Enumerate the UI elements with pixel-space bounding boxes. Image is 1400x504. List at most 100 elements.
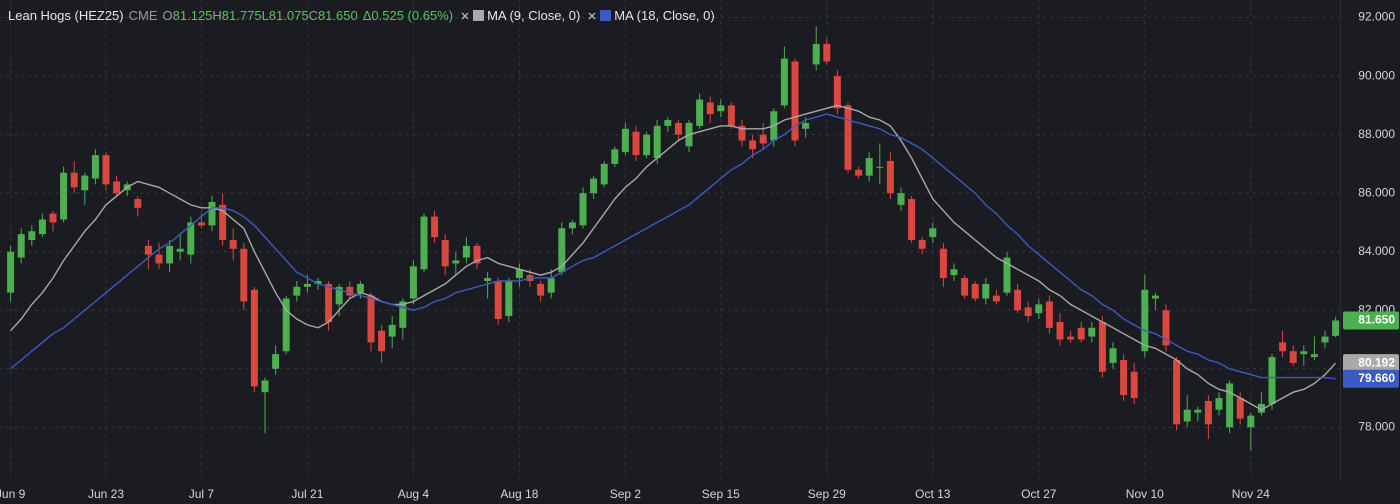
candle-body xyxy=(1130,371,1138,399)
price-marker xyxy=(1343,311,1399,330)
candle-body xyxy=(579,193,587,226)
symbol-title: Lean Hogs (HEZ25) xyxy=(8,8,124,23)
candle-body xyxy=(1077,327,1085,340)
candle-body xyxy=(1279,342,1287,352)
candle-body xyxy=(335,286,343,305)
candle-body xyxy=(1173,360,1181,425)
candle-body xyxy=(1109,348,1117,363)
candle-body xyxy=(1300,351,1308,355)
candle-body xyxy=(176,248,184,252)
x-tick-label: Jul 21 xyxy=(291,487,323,501)
candle-body xyxy=(70,172,78,188)
y-tick-label: 86.000 xyxy=(1358,185,1395,199)
candle-body xyxy=(1045,301,1053,328)
y-tick-label: 88.000 xyxy=(1358,127,1395,141)
candle-body xyxy=(759,134,767,144)
candle-body xyxy=(1120,360,1128,396)
candle-body xyxy=(823,43,831,62)
candle-body xyxy=(537,283,545,296)
exchange: CME xyxy=(128,8,158,23)
candle-body xyxy=(494,280,502,320)
header: Lean Hogs (HEZ25) CME O 81.125 H 81.775 L 81.… xyxy=(8,8,715,23)
close-icon[interactable] xyxy=(461,12,469,20)
candle-body xyxy=(515,269,523,279)
candle-body xyxy=(1204,400,1212,425)
candle-body xyxy=(621,128,629,153)
x-tick-label: Nov 24 xyxy=(1232,487,1270,501)
remove-indicator[interactable] xyxy=(588,8,596,23)
candle-body xyxy=(1236,398,1244,419)
candle-body xyxy=(1067,336,1075,340)
candle-body xyxy=(992,295,1000,302)
candle-body xyxy=(1098,321,1106,372)
candle-body xyxy=(802,122,810,129)
ma-line xyxy=(10,113,1336,380)
candle-body xyxy=(91,155,99,179)
quote-value: 81.775 xyxy=(221,8,262,23)
candle-body xyxy=(1289,351,1297,363)
x-tick-label: Oct 27 xyxy=(1021,487,1057,501)
candle-body xyxy=(134,199,142,208)
candle-body xyxy=(908,199,916,240)
candle-body xyxy=(855,169,863,176)
y-tick-label: 78.000 xyxy=(1358,419,1395,433)
price-marker-label: 81.650 xyxy=(1358,313,1395,327)
close-cross xyxy=(588,12,596,20)
x-tick-label: Nov 10 xyxy=(1126,487,1164,501)
candle-body xyxy=(590,178,598,194)
candle-body xyxy=(749,140,757,150)
candle-body xyxy=(706,102,714,115)
candle-body xyxy=(696,99,704,126)
price-marker-label: 80.192 xyxy=(1358,355,1395,369)
candle-body xyxy=(664,120,672,126)
candle-body xyxy=(240,248,248,302)
candle-body xyxy=(897,193,905,205)
candle-body xyxy=(441,240,449,267)
y-tick-label: 84.000 xyxy=(1358,244,1395,258)
x-tick-label: Jul 7 xyxy=(189,487,215,501)
x-tick-label: Sep 2 xyxy=(610,487,642,501)
candle-body xyxy=(939,248,947,279)
legend-label: MA (9, Close, 0) xyxy=(487,8,581,23)
candle-body xyxy=(409,266,417,299)
x-tick-label: Oct 13 xyxy=(915,487,951,501)
candle-body xyxy=(1014,289,1022,311)
price-marker xyxy=(1343,369,1399,388)
candle-body xyxy=(462,245,470,258)
remove-indicator[interactable] xyxy=(461,8,469,23)
quote-key: O xyxy=(162,8,173,23)
candle-body xyxy=(961,278,969,296)
price-marker-label: 79.660 xyxy=(1358,371,1395,385)
candle-body xyxy=(558,228,566,273)
candle-body xyxy=(420,216,428,270)
candle-body xyxy=(452,260,460,264)
candle-body xyxy=(261,380,269,393)
candle-body xyxy=(950,269,958,276)
candle-body xyxy=(113,181,121,194)
candle-body xyxy=(812,43,820,65)
candle-body xyxy=(155,254,163,264)
candle-body xyxy=(473,245,481,264)
candle-body xyxy=(219,204,227,240)
quote-key: C xyxy=(308,8,318,23)
candle-body xyxy=(1183,409,1191,422)
close-cross xyxy=(461,12,469,20)
candle-body xyxy=(102,155,110,185)
candle-body xyxy=(653,125,661,159)
candle-body xyxy=(60,172,68,220)
price-marker xyxy=(1343,354,1399,373)
candle-body xyxy=(303,283,311,287)
candle-body xyxy=(197,222,205,226)
candle-body xyxy=(611,149,619,164)
candle-body xyxy=(1162,310,1170,346)
candle-body xyxy=(738,125,746,141)
close-icon[interactable] xyxy=(588,12,596,20)
candle-body xyxy=(346,286,354,296)
candle-body xyxy=(7,251,15,293)
candle-body xyxy=(378,330,386,352)
candle-body xyxy=(865,158,873,176)
candle-body xyxy=(1257,403,1265,413)
candle-body xyxy=(367,295,375,343)
candle-body xyxy=(250,289,258,387)
